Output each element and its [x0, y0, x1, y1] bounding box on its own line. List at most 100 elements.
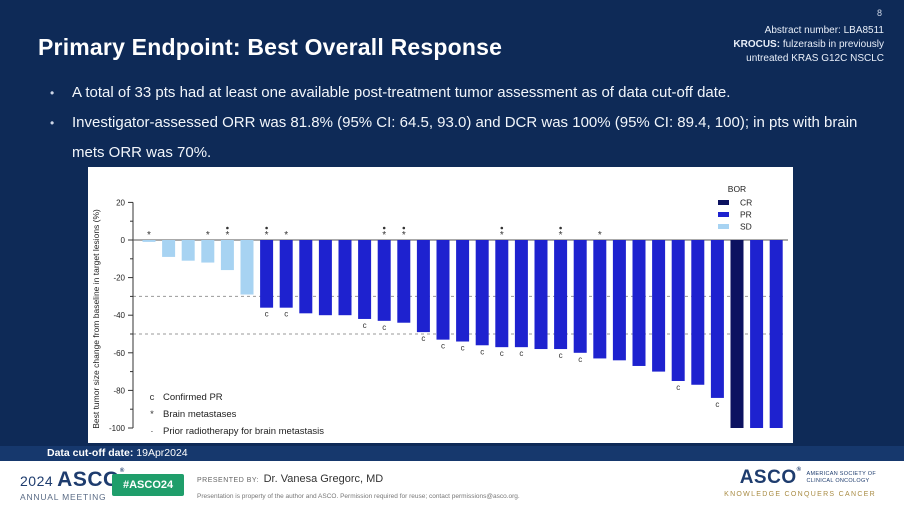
legend-swatch-cr: [718, 200, 729, 205]
bar-patient-5: [220, 240, 234, 271]
bar-patient-33: [769, 240, 783, 428]
confirmed-pr-mark: c: [676, 383, 680, 392]
bar-patient-23: [573, 240, 587, 353]
confirmed-pr-mark: c: [578, 355, 582, 364]
cutoff-label: Data cut-off date:: [47, 447, 134, 459]
confirmed-pr-mark: c: [363, 321, 367, 330]
abstract-info: Abstract number: LBA8511 KROCUS: fulzera…: [733, 24, 884, 66]
brain-mets-asterisk: *: [402, 230, 406, 241]
bar-patient-28: [671, 240, 685, 381]
bullet-list: • A total of 33 pts had at least one ava…: [50, 78, 872, 168]
confirmed-pr-mark: c: [519, 349, 523, 358]
asco-wordmark: ASCO®: [739, 467, 802, 488]
legend-label-cr: CR: [740, 198, 752, 208]
asco-tagline: KNOWLEDGE CONQUERS CANCER: [724, 491, 876, 498]
hashtag-badge: #ASCO24: [112, 474, 185, 496]
logo-year: 2024: [20, 473, 54, 489]
legend-swatch-sd: [718, 224, 729, 229]
radiotherapy-dot: [382, 226, 386, 230]
bar-patient-10: [318, 240, 332, 316]
bar-patient-15: [416, 240, 430, 333]
confirmed-pr-mark: c: [421, 334, 425, 343]
legend-swatch-pr: [718, 212, 729, 217]
bar-patient-25: [612, 240, 626, 361]
bar-patient-7: [260, 240, 274, 308]
presenter-name: Dr. Vanesa Gregorc, MD: [263, 473, 384, 485]
registered-icon: ®: [796, 467, 802, 473]
confirmed-pr-mark: c: [461, 344, 465, 353]
radiotherapy-dot: [500, 226, 504, 230]
bar-patient-2: [162, 240, 176, 257]
slide-title: Primary Endpoint: Best Overall Response: [38, 34, 503, 60]
brain-mets-asterisk: *: [500, 230, 504, 241]
brain-mets-asterisk: *: [265, 230, 269, 241]
bar-patient-21: [534, 240, 548, 350]
presented-line: PRESENTED BY: Dr. Vanesa Gregorc, MD: [197, 469, 520, 487]
study-desc-line2: untreated KRAS G12C NSCLC: [746, 53, 884, 64]
key-symbol: c: [150, 392, 155, 403]
confirmed-pr-mark: c: [480, 347, 484, 356]
brain-mets-asterisk: *: [284, 230, 288, 241]
bar-patient-14: [397, 240, 411, 323]
bar-patient-1: [142, 240, 156, 242]
copyright-fineprint: Presentation is property of the author a…: [197, 493, 520, 500]
bullet-icon: •: [50, 86, 55, 100]
confirmed-pr-mark: c: [265, 310, 269, 319]
asco-society-logo: ASCO® AMERICAN SOCIETY OF CLINICAL ONCOL…: [724, 467, 876, 498]
bar-patient-6: [240, 240, 254, 295]
confirmed-pr-mark: c: [559, 351, 563, 360]
y-tick-label: -100: [109, 424, 126, 433]
legend-label-sd: SD: [740, 222, 752, 232]
bar-patient-31: [730, 240, 744, 428]
y-tick-label: -40: [113, 311, 125, 320]
bar-patient-27: [652, 240, 666, 372]
bullet-text: A total of 33 pts had at least one avail…: [72, 84, 731, 101]
bar-patient-19: [495, 240, 509, 348]
logo-row: 2024 ASCO®: [20, 468, 125, 492]
radiotherapy-dot: [265, 226, 268, 230]
logo-subtitle: ANNUAL MEETING: [20, 492, 107, 502]
study-desc: fulzerasib in previously: [780, 39, 884, 50]
bar-patient-8: [279, 240, 293, 308]
bar-patient-4: [201, 240, 215, 263]
bullet-icon: •: [50, 116, 55, 130]
bar-patient-13: [377, 240, 391, 321]
bullet-item: • A total of 33 pts had at least one ava…: [50, 78, 872, 108]
y-tick-label: 0: [121, 236, 126, 245]
key-label: Prior radiotherapy for brain metastasis: [163, 426, 324, 437]
y-tick-label: 20: [116, 198, 125, 207]
legend-title: BOR: [728, 184, 746, 194]
footer: 2024 ASCO® ANNUAL MEETING #ASCO24 PRESEN…: [0, 461, 904, 508]
confirmed-pr-mark: c: [441, 342, 445, 351]
bar-patient-9: [299, 240, 313, 314]
radiotherapy-dot: [402, 226, 406, 230]
key-label: Brain metastases: [163, 409, 237, 420]
brain-mets-asterisk: *: [147, 230, 151, 241]
abstract-number: Abstract number: LBA8511: [764, 25, 884, 36]
brain-mets-asterisk: *: [559, 230, 563, 241]
y-tick-label: -80: [113, 386, 125, 395]
bar-patient-32: [750, 240, 764, 428]
presented-by-label: PRESENTED BY:: [197, 477, 260, 484]
study-name-line: KROCUS: fulzerasib in previously: [733, 38, 884, 52]
chart-panel: Best tumor size change from baseline in …: [88, 167, 793, 443]
radiotherapy-dot: [226, 226, 229, 230]
brain-mets-asterisk: *: [225, 230, 229, 241]
bar-patient-17: [456, 240, 470, 342]
key-symbol: *: [150, 409, 154, 420]
legend-label-pr: PR: [740, 210, 752, 220]
key-label: Confirmed PR: [163, 392, 223, 403]
bar-patient-26: [632, 240, 646, 366]
key-symbol: ·: [150, 426, 153, 437]
bar-patient-22: [554, 240, 568, 350]
society-name: AMERICAN SOCIETY OF CLINICAL ONCOLOGY: [806, 471, 876, 484]
bullet-text: Investigator-assessed ORR was 81.8% (95%…: [72, 114, 858, 161]
bar-patient-3: [181, 240, 195, 261]
y-tick-label: -20: [113, 274, 125, 283]
bar-patient-11: [338, 240, 352, 316]
presented-by-block: PRESENTED BY: Dr. Vanesa Gregorc, MD Pre…: [197, 469, 520, 500]
study-name: KROCUS:: [733, 39, 781, 50]
confirmed-pr-mark: c: [500, 349, 504, 358]
bar-patient-18: [475, 240, 489, 346]
